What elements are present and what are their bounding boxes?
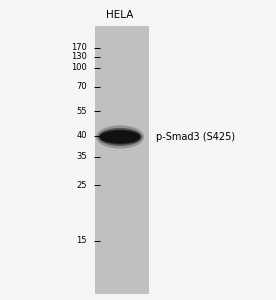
Text: 170: 170 xyxy=(71,43,87,52)
Text: 15: 15 xyxy=(76,236,87,245)
Text: 35: 35 xyxy=(76,152,87,161)
Ellipse shape xyxy=(100,130,140,143)
Text: 25: 25 xyxy=(76,181,87,190)
Text: 55: 55 xyxy=(76,107,87,116)
Text: 40: 40 xyxy=(76,131,87,140)
Ellipse shape xyxy=(98,128,142,146)
Ellipse shape xyxy=(96,125,144,148)
Bar xyxy=(95,26,149,294)
Text: p-Smad3 (S425): p-Smad3 (S425) xyxy=(156,132,235,142)
Text: 70: 70 xyxy=(76,82,87,91)
Ellipse shape xyxy=(99,130,141,144)
Text: 100: 100 xyxy=(71,63,87,72)
Text: HELA: HELA xyxy=(106,10,134,20)
Text: 130: 130 xyxy=(71,52,87,61)
